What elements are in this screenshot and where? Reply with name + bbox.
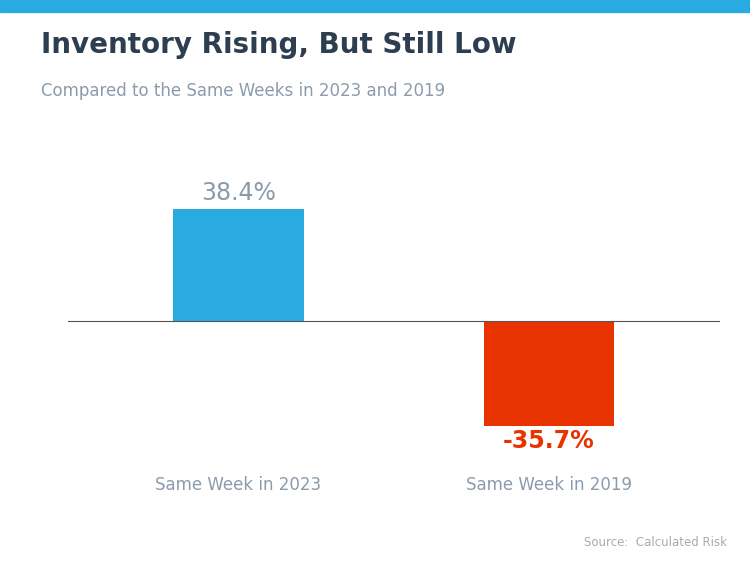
Bar: [173, 209, 304, 321]
Text: Compared to the Same Weeks in 2023 and 2019: Compared to the Same Weeks in 2023 and 2…: [41, 82, 445, 100]
Text: -35.7%: -35.7%: [503, 429, 595, 453]
Text: Source:  Calculated Risk: Source: Calculated Risk: [584, 536, 728, 549]
Bar: [484, 321, 614, 426]
Text: Inventory Rising, But Still Low: Inventory Rising, But Still Low: [41, 31, 517, 59]
Text: 38.4%: 38.4%: [201, 181, 276, 205]
